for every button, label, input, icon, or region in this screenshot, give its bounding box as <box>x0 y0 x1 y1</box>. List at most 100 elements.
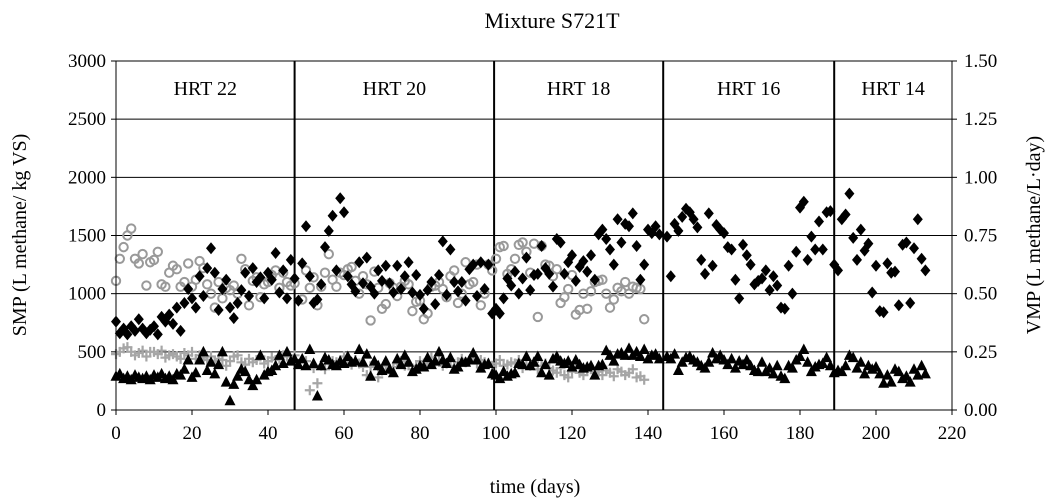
smp-diamond-point <box>331 264 342 277</box>
smp-circle-point <box>152 246 164 257</box>
vmp-triangle-point <box>916 359 928 371</box>
smp-diamond-point <box>510 265 520 278</box>
y-axis-label: SMP (L methane/ kg VS) <box>9 134 31 337</box>
smp-circle-point <box>517 237 528 248</box>
smp-diamond-point <box>893 299 904 312</box>
smp-diamond-point <box>301 220 311 233</box>
smp-diamond-point <box>118 322 129 335</box>
smp-diamond-point <box>703 207 714 220</box>
smp-diamond-point <box>228 312 239 325</box>
vmp-triangle-point <box>802 356 814 367</box>
vmp-plus-point <box>232 350 243 361</box>
smp-diamond-point <box>810 243 821 256</box>
smp-diamond-point <box>217 283 228 296</box>
vmp-triangle-point <box>771 359 783 371</box>
smp-diamond-point <box>730 273 741 286</box>
vmp-triangle-point <box>315 359 327 371</box>
smp-diamond-point <box>183 283 194 296</box>
smp-diamond-point <box>677 210 688 223</box>
vmp-triangle-point <box>209 367 221 379</box>
smp-diamond-point <box>164 308 175 321</box>
smp-diamond-point <box>844 187 855 200</box>
smp-diamond-point <box>297 257 308 270</box>
vmp-triangle-point <box>585 359 597 371</box>
vmp-plus-point <box>175 353 186 364</box>
smp-diamond-point <box>411 269 422 282</box>
vmp-triangle-point <box>311 390 323 401</box>
vmp-triangle-point <box>444 351 456 363</box>
vmp-plus-point <box>156 345 167 356</box>
vmp-triangle-point <box>399 349 411 360</box>
smp-diamond-point <box>650 220 661 233</box>
y2-tick-label: 1.50 <box>964 51 997 72</box>
y2-tick-label: 0.25 <box>964 342 997 363</box>
smp-diamond-point <box>122 328 133 341</box>
smp-diamond-point <box>225 301 235 314</box>
smp-diamond-point <box>589 273 600 286</box>
vmp-triangle-point <box>254 349 266 360</box>
smp-circle-point <box>487 265 498 276</box>
vmp-triangle-point <box>885 376 897 387</box>
vmp-plus-point <box>563 372 574 383</box>
smp-diamond-point <box>209 266 220 279</box>
smp-circle-point <box>228 280 240 291</box>
smp-circle-point <box>460 257 471 268</box>
smp-diamond-point <box>601 232 612 245</box>
smp-diamond-point <box>912 213 923 226</box>
smp-diamond-point <box>206 242 216 255</box>
vmp-triangle-point <box>729 362 741 373</box>
smp-diamond-point <box>700 267 710 280</box>
smp-diamond-point <box>255 271 266 284</box>
y2-tick-label: 1.00 <box>964 167 997 188</box>
smp-circle-point <box>608 294 619 305</box>
smp-diamond-point <box>483 258 494 271</box>
smp-diamond-point <box>791 245 802 258</box>
vmp-triangle-point <box>178 363 190 374</box>
smp-diamond-point <box>403 256 414 269</box>
smp-diamond-point <box>316 278 327 291</box>
smp-circle-point <box>160 281 171 292</box>
vmp-triangle-point <box>699 362 711 373</box>
smp-diamond-point <box>198 289 209 302</box>
vmp-triangle-point <box>308 357 320 368</box>
chart-title: Mixture S721T <box>484 8 620 33</box>
smp-diamond-point <box>460 294 471 307</box>
y2-axis-ticks: 0.00 0.25 0.50 0.75 1.00 1.25 1.50 <box>952 51 997 421</box>
smp-diamond-point <box>285 253 296 266</box>
smp-diamond-point <box>396 283 406 296</box>
smp-circle-point <box>133 258 145 269</box>
vmp-triangle-point <box>904 376 916 387</box>
smp-diamond-point <box>384 277 395 290</box>
vmp-triangle-point <box>380 355 392 366</box>
smp-diamond-point <box>920 264 931 277</box>
smp-diamond-point <box>133 313 144 326</box>
y-tick-label: 2000 <box>68 167 106 188</box>
vmp-triangle-point <box>197 345 209 357</box>
smp-diamond-point <box>304 270 315 283</box>
smp-diamond-point <box>179 296 190 309</box>
smp-circle-point <box>323 248 334 260</box>
smp-diamond-point <box>152 328 163 341</box>
vmp-triangle-point <box>786 362 798 373</box>
smp-diamond-point <box>354 256 365 269</box>
smp-diamond-point <box>380 259 391 272</box>
vmp-triangle-point <box>232 370 244 381</box>
smp-circle-point <box>236 253 247 264</box>
vmp-triangle-point <box>205 356 217 367</box>
smp-diamond-point <box>388 286 399 299</box>
smp-diamond-point <box>806 230 817 243</box>
vmp-triangle-point <box>767 367 779 379</box>
smp-circle-point <box>604 302 616 313</box>
vmp-triangle-point <box>919 367 931 379</box>
x-tick-label: 140 <box>634 423 663 444</box>
smp-diamond-point <box>654 228 665 241</box>
smp-circle-point <box>118 241 129 253</box>
vmp-triangle-point <box>589 369 601 380</box>
smp-diamond-point <box>586 249 596 262</box>
smp-diamond-point <box>867 286 878 299</box>
period-label: HRT 16 <box>717 78 780 100</box>
smp-diamond-point <box>863 237 874 250</box>
x-tick-label: 60 <box>335 423 354 444</box>
smp-diamond-point <box>901 236 912 249</box>
